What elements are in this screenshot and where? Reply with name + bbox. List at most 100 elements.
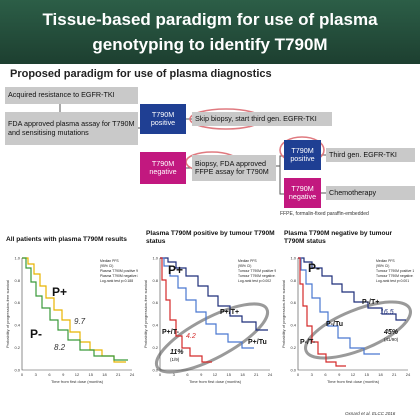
panel-title: Plasma T790M positive by tumour T790M st… <box>146 230 275 245</box>
x-tick-label: 3 <box>311 372 314 377</box>
panel-title: Plasma T790M negative by tumour T790M st… <box>284 230 393 245</box>
y-tick-label: 0.6 <box>152 300 158 305</box>
curve-label: P+/T+ <box>220 309 239 316</box>
legend-text: Tumour T790M negative 4.2 (1.3, 5.9) <box>238 274 276 278</box>
x-tick-label: 6 <box>48 372 51 377</box>
x-tick-label: 18 <box>102 372 107 377</box>
legend-text: Plasma T790M negative 8.2 (5.3, 10.9) <box>100 274 138 278</box>
x-tick-label: 21 <box>392 372 397 377</box>
legend-text: Median PFS <box>376 259 395 263</box>
x-tick-label: 21 <box>116 372 121 377</box>
y-tick-label: 0.8 <box>290 278 296 283</box>
flow-node: FDA approved plasma assay for T790M and … <box>5 112 138 145</box>
legend-text: Tumour T790M positive 9.9 (8.3, 11.1) <box>238 269 276 273</box>
x-tick-label: 18 <box>378 372 383 377</box>
km-curve <box>22 257 126 363</box>
km-curve <box>298 257 346 367</box>
y-axis-label: Probability of progression-free survival <box>143 280 148 348</box>
curve-label: P+/Tu <box>248 339 267 346</box>
x-tick-label: 6 <box>186 372 189 377</box>
annotation: 9.7 <box>74 317 86 326</box>
x-tick-label: 15 <box>227 372 232 377</box>
km-curve <box>160 257 268 331</box>
km-curve <box>160 257 212 363</box>
y-axis-label: Probability of progression-free survival <box>281 280 286 348</box>
km-plot: P+ P- 9.7 8.2 0.0 0.2 0.4 0.6 0.8 1.0 0 3 6 9 12 15… <box>5 255 138 384</box>
flow-node: T790M negative <box>140 152 186 184</box>
x-tick-label: 12 <box>351 372 356 377</box>
y-tick-label: 0.6 <box>290 300 296 305</box>
y-tick-label: 0.6 <box>14 300 20 305</box>
axis <box>21 258 132 371</box>
footnote: FFPE, formalin-fixed paraffin-embedded <box>280 211 369 217</box>
x-axis-label: Time from first dose (months) <box>189 379 242 384</box>
x-tick-label: 21 <box>254 372 259 377</box>
flow-node: T790M positive <box>284 140 321 170</box>
annotation: (1/9) <box>170 357 180 362</box>
y-tick-label: 0.0 <box>14 367 20 372</box>
curve-label: P-/T+ <box>362 299 379 306</box>
x-tick-label: 0 <box>21 372 24 377</box>
x-tick-label: 0 <box>159 372 162 377</box>
x-tick-label: 9 <box>338 372 341 377</box>
x-axis-label: Time from first dose (months) <box>327 379 380 384</box>
curve-label: P-/T- <box>300 339 316 346</box>
y-tick-label: 1.0 <box>14 255 20 260</box>
curve-label: P+ <box>168 263 183 277</box>
x-tick-label: 6 <box>324 372 327 377</box>
legend-text: Tumour T790M negative 2.8 (1.4, 4.2) <box>376 274 414 278</box>
y-tick-label: 0.4 <box>14 323 20 328</box>
y-tick-label: 0.0 <box>152 367 158 372</box>
flow-node: Third gen. EGFR-TKI <box>326 148 415 162</box>
y-tick-label: 0.8 <box>152 278 158 283</box>
y-tick-label: 0.2 <box>152 345 158 350</box>
x-tick-label: 24 <box>130 372 135 377</box>
km-curve <box>160 257 254 349</box>
legend-text: Tumour T790M positive 16.5 (10.9, NC) <box>376 269 414 273</box>
legend-text: Log-rank test p<0.001 <box>376 279 409 283</box>
legend-text: (95% CI) <box>376 264 389 268</box>
annotation: 8.2 <box>54 343 66 352</box>
legend-text: Log-rank test p=0.188 <box>100 279 133 283</box>
y-tick-label: 1.0 <box>290 255 296 260</box>
panel-title: All patients with plasma T790M results <box>6 236 127 243</box>
x-tick-label: 0 <box>297 372 300 377</box>
flow-node: Chemotherapy <box>326 186 415 200</box>
x-tick-label: 3 <box>35 372 38 377</box>
x-tick-label: 12 <box>75 372 80 377</box>
curve-label: P+ <box>52 285 67 299</box>
citation: Oxnard et al. ELCC 2016 <box>345 411 396 416</box>
annotation: (41/90) <box>384 337 399 342</box>
legend-text: Median PFS <box>238 259 257 263</box>
y-tick-label: 1.0 <box>152 255 158 260</box>
axis <box>159 258 270 371</box>
header-band <box>0 0 420 64</box>
y-axis-label: Probability of progression-free survival <box>5 280 10 348</box>
flow-node: Biopsy, FDA approved FFPE assay for T790… <box>192 155 276 181</box>
km-plot: P- P-/T+ P-/Tu P-/T- 16.5 45% (41/90) 0.… <box>281 255 414 384</box>
km-curve <box>298 257 406 321</box>
flow-node: Acquired resistance to EGFR-TKI <box>5 87 138 104</box>
legend-text: Log-rank test p=0.002 <box>238 279 271 283</box>
highlight <box>154 302 270 374</box>
y-tick-label: 0.4 <box>152 323 158 328</box>
x-tick-label: 15 <box>89 372 94 377</box>
curve-label: P- <box>30 327 42 341</box>
annotation: 45% <box>383 329 399 336</box>
annotation: 16.5 <box>380 309 394 316</box>
y-tick-label: 0.2 <box>14 345 20 350</box>
curve-label: P-/Tu <box>326 321 343 328</box>
y-tick-label: 0.0 <box>290 367 296 372</box>
highlight <box>304 300 412 360</box>
legend-text: (95% CI) <box>100 264 113 268</box>
x-tick-label: 3 <box>173 372 176 377</box>
legend-text: Plasma T790M positive 9.7 (8.3, 11.1) <box>100 269 138 273</box>
slide-title: Tissue-based paradigm for use of plasma … <box>42 10 378 54</box>
curve-label: P- <box>308 261 320 275</box>
annotation: 4.2 <box>186 333 196 340</box>
flow-node: T790M negative <box>284 178 321 208</box>
y-tick-label: 0.4 <box>290 323 296 328</box>
km-plot: P+ P+/T+ P+/Tu P+/T- 4.2 11% (1/9) 0.0 0.… <box>143 255 276 384</box>
flow-node: T790M positive <box>140 104 186 134</box>
subtitle: Proposed paradigm for use of plasma diag… <box>10 68 272 80</box>
